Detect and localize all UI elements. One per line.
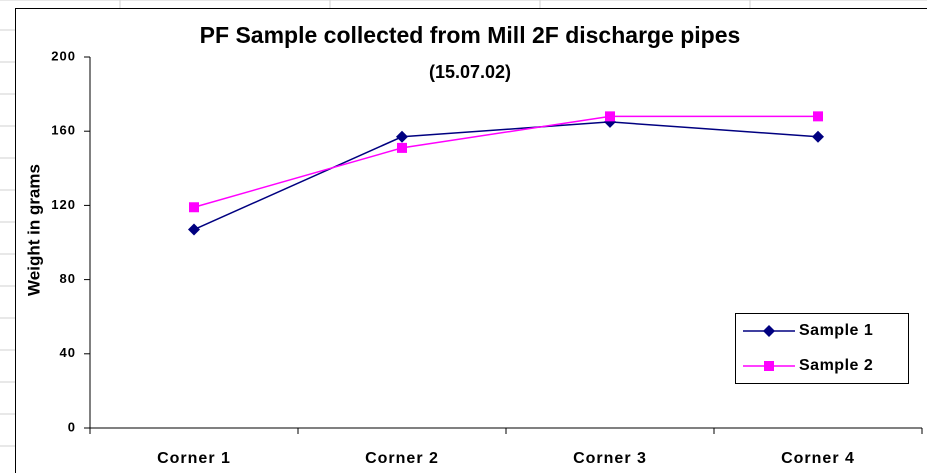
y-tick-label: 0 (68, 419, 76, 434)
x-tick-label: Corner 2 (365, 450, 439, 467)
y-axis-label: Weight in grams (24, 164, 43, 296)
legend-label: Sample 2 (799, 357, 873, 374)
marker (189, 202, 199, 213)
legend: Sample 1 Sample 2 (735, 313, 909, 384)
legend-marker (764, 361, 774, 371)
y-tick-label: 120 (51, 197, 76, 212)
chart-title: PF Sample collected from Mill 2F dischar… (200, 22, 741, 48)
y-tick-label: 40 (60, 345, 76, 360)
x-tick-label: Corner 3 (573, 450, 647, 467)
series-line (193, 115, 818, 208)
y-tick-label: 160 (51, 123, 76, 138)
legend-marker (763, 325, 775, 337)
marker (605, 111, 615, 122)
x-tick-label: Corner 1 (157, 450, 231, 467)
legend-label: Sample 1 (799, 322, 873, 339)
marker (397, 142, 407, 153)
marker (188, 223, 200, 236)
series-line (193, 121, 819, 231)
sheet-grid (0, 0, 927, 447)
y-tick-label: 80 (60, 271, 76, 286)
marker (813, 111, 823, 122)
legend-box (735, 313, 909, 384)
chart-area (15, 8, 927, 473)
y-tick-label: 200 (51, 48, 76, 63)
marker (396, 130, 408, 143)
marker (812, 130, 824, 143)
x-tick-label: Corner 4 (781, 450, 855, 467)
chart-subtitle: (15.07.02) (429, 62, 511, 82)
